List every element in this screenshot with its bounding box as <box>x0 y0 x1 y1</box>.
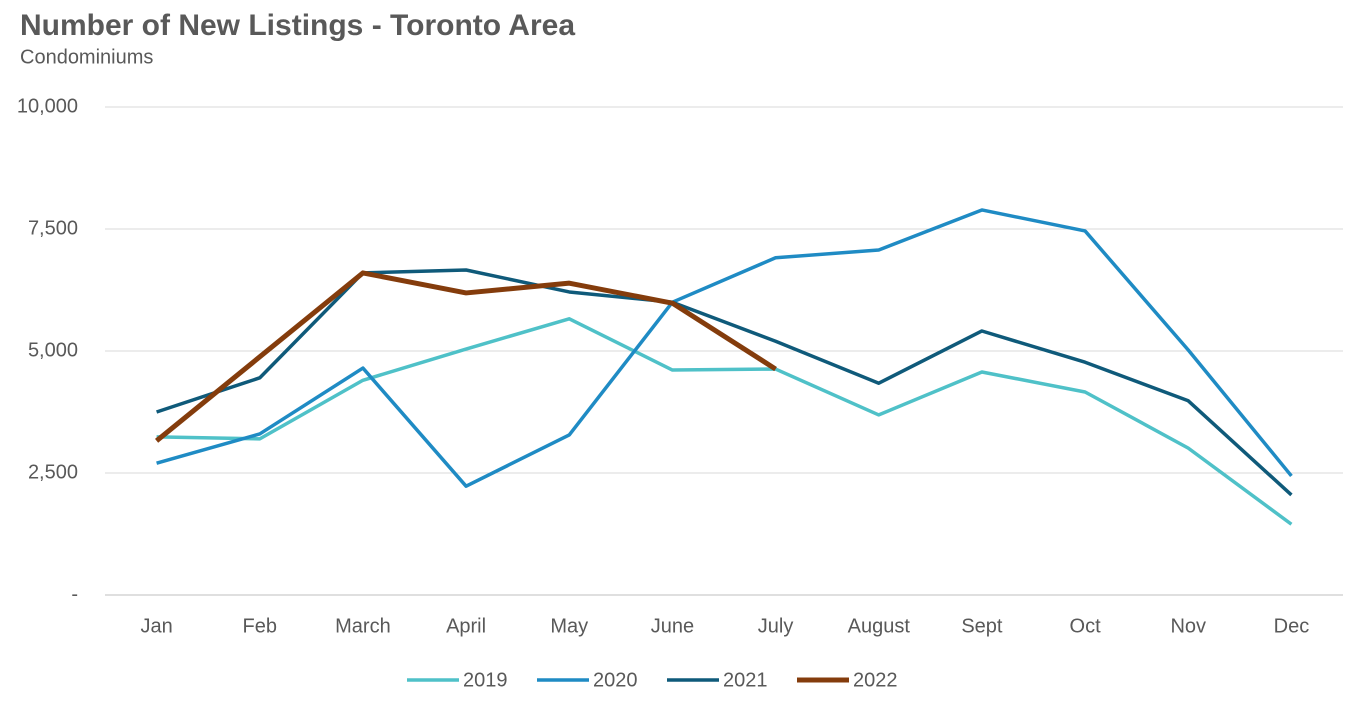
x-tick-label: August <box>848 615 911 637</box>
legend-label: 2022 <box>853 669 898 691</box>
x-tick-label: March <box>335 615 391 637</box>
legend-label: 2021 <box>723 669 768 691</box>
legend-label: 2020 <box>593 669 638 691</box>
x-tick-label: Dec <box>1274 615 1310 637</box>
y-tick-label: 2,500 <box>28 461 78 483</box>
x-tick-label: May <box>550 615 588 637</box>
chart-subtitle: Condominiums <box>20 46 153 68</box>
x-tick-label: Nov <box>1170 615 1206 637</box>
series-line <box>156 268 1293 497</box>
x-tick-label: Jan <box>140 615 172 637</box>
y-tick-label: 7,500 <box>28 217 78 239</box>
legend-label: 2019 <box>463 669 508 691</box>
series-line <box>156 208 1293 488</box>
chart-title: Number of New Listings - Toronto Area <box>20 9 575 42</box>
x-tick-label: Oct <box>1070 615 1102 637</box>
x-tick-label: June <box>651 615 694 637</box>
series-line <box>156 317 1293 526</box>
x-tick-label: Feb <box>243 615 277 637</box>
y-tick-label: - <box>71 583 78 605</box>
x-tick-label: July <box>758 615 794 637</box>
x-tick-label: Sept <box>961 615 1003 637</box>
y-tick-label: 5,000 <box>28 339 78 361</box>
x-tick-label: April <box>446 615 486 637</box>
y-tick-label: 10,000 <box>17 95 78 117</box>
series-line <box>155 270 777 443</box>
